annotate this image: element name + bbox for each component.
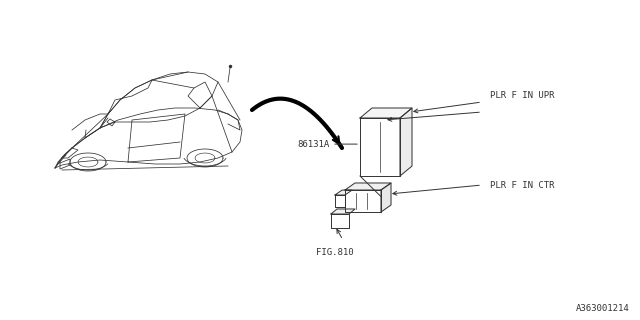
Polygon shape <box>345 190 381 212</box>
Polygon shape <box>335 190 352 195</box>
Polygon shape <box>331 209 355 214</box>
Polygon shape <box>360 108 412 118</box>
Polygon shape <box>400 108 412 176</box>
Text: PLR F IN CTR: PLR F IN CTR <box>490 180 554 189</box>
Polygon shape <box>345 183 391 190</box>
Text: FIG.810: FIG.810 <box>316 248 354 257</box>
Polygon shape <box>381 183 391 212</box>
Polygon shape <box>360 118 400 176</box>
Polygon shape <box>331 214 349 228</box>
Text: A363001214: A363001214 <box>576 304 630 313</box>
Polygon shape <box>335 195 345 207</box>
Text: 86131A: 86131A <box>298 140 330 148</box>
Text: PLR F IN UPR: PLR F IN UPR <box>490 92 554 100</box>
